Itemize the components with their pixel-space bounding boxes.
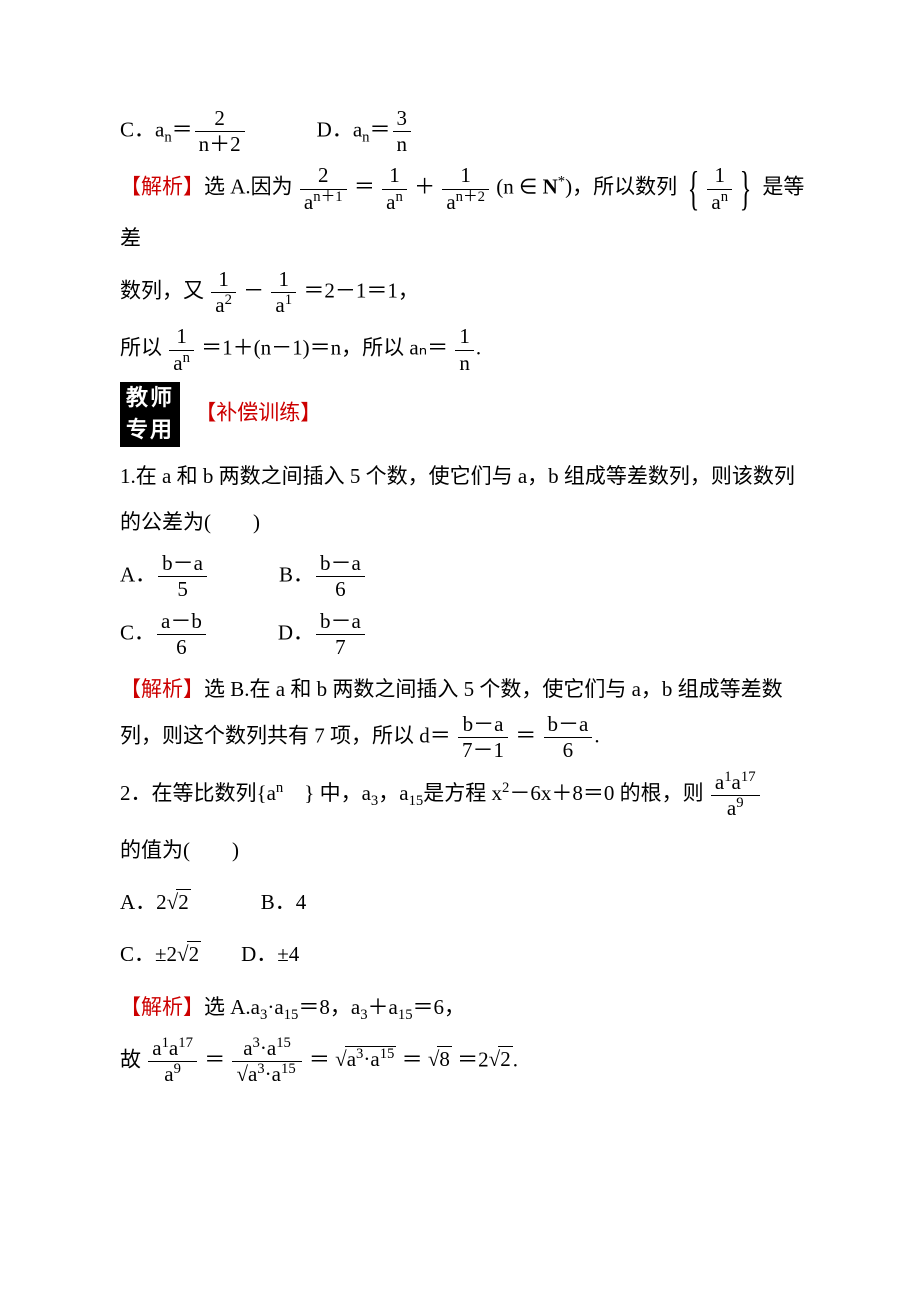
supp-label: 【补偿训练】 — [195, 400, 321, 424]
q2-option-c: C．±22 — [120, 931, 201, 977]
q1-options-row2: C．a－b6 D．b－a7 — [120, 609, 810, 660]
explain1-prefix: 选 A.因为 — [204, 175, 293, 199]
explain-q2-line2: 故 a1a17a9 ＝ a3·a15a3·a15 ＝ a3·a15 ＝ 8 ＝2… — [120, 1036, 810, 1087]
q1-option-d: D．b－a7 — [278, 609, 367, 660]
q2-line2: 的值为( ) — [120, 827, 810, 873]
q1-text: 1.在 a 和 b 两数之间插入 5 个数，使它们与 a，b 组成等差数列，则该… — [120, 453, 810, 545]
option-d-num: 3 — [393, 106, 412, 132]
q2-options-row2: C．±22 D．±4 — [120, 931, 810, 977]
option-c-den: n＋2 — [195, 132, 245, 157]
option-d-den: n — [393, 132, 412, 157]
q1-option-a: A．b－a5 — [120, 551, 209, 602]
explain1-line1: 【解析】选 A.因为 2an＋1 ＝ 1an ＋ 1an＋2 (n ∈ N*)，… — [120, 163, 810, 261]
explain-q1: 【解析】选 B.在 a 和 b 两数之间插入 5 个数，使它们与 a，b 组成等… — [120, 666, 810, 764]
q1-option-b: B．b－a6 — [279, 551, 367, 602]
teacher-badge: 教师 专用 — [120, 382, 180, 447]
option-c-num: 2 — [195, 106, 245, 132]
option-c: C．an＝2n＋2 — [120, 106, 247, 157]
q2-options-row1: A．22 B．4 — [120, 879, 810, 925]
q2-line1: 2．在等比数列{an } 中，a3，a15是方程 x2－6x＋8＝0 的根，则 … — [120, 770, 810, 821]
top-options-row: C．an＝2n＋2 D．an＝3n — [120, 106, 810, 157]
option-d: D．an＝3n — [317, 106, 413, 157]
q1-option-c: C．a－b6 — [120, 609, 208, 660]
explain1-line3: 所以 1an ＝1＋(n－1)＝n，所以 aₙ＝ 1n. — [120, 324, 810, 375]
explain-label: 【解析】 — [120, 175, 204, 199]
q2-option-b: B．4 — [261, 879, 307, 925]
page-content: C．an＝2n＋2 D．an＝3n 【解析】选 A.因为 2an＋1 ＝ 1an… — [0, 0, 920, 1193]
q1-options-row1: A．b－a5 B．b－a6 — [120, 551, 810, 602]
q2-option-a: A．22 — [120, 879, 191, 925]
explain-q2-line1: 【解析】选 A.a3·a15＝8，a3＋a15＝6， — [120, 984, 810, 1030]
badge-row: 教师 专用 【补偿训练】 — [120, 382, 810, 447]
explain1-line2: 数列，又 1a2 － 1a1 ＝2－1＝1， — [120, 267, 810, 318]
q2-option-d: D．±4 — [241, 931, 299, 977]
